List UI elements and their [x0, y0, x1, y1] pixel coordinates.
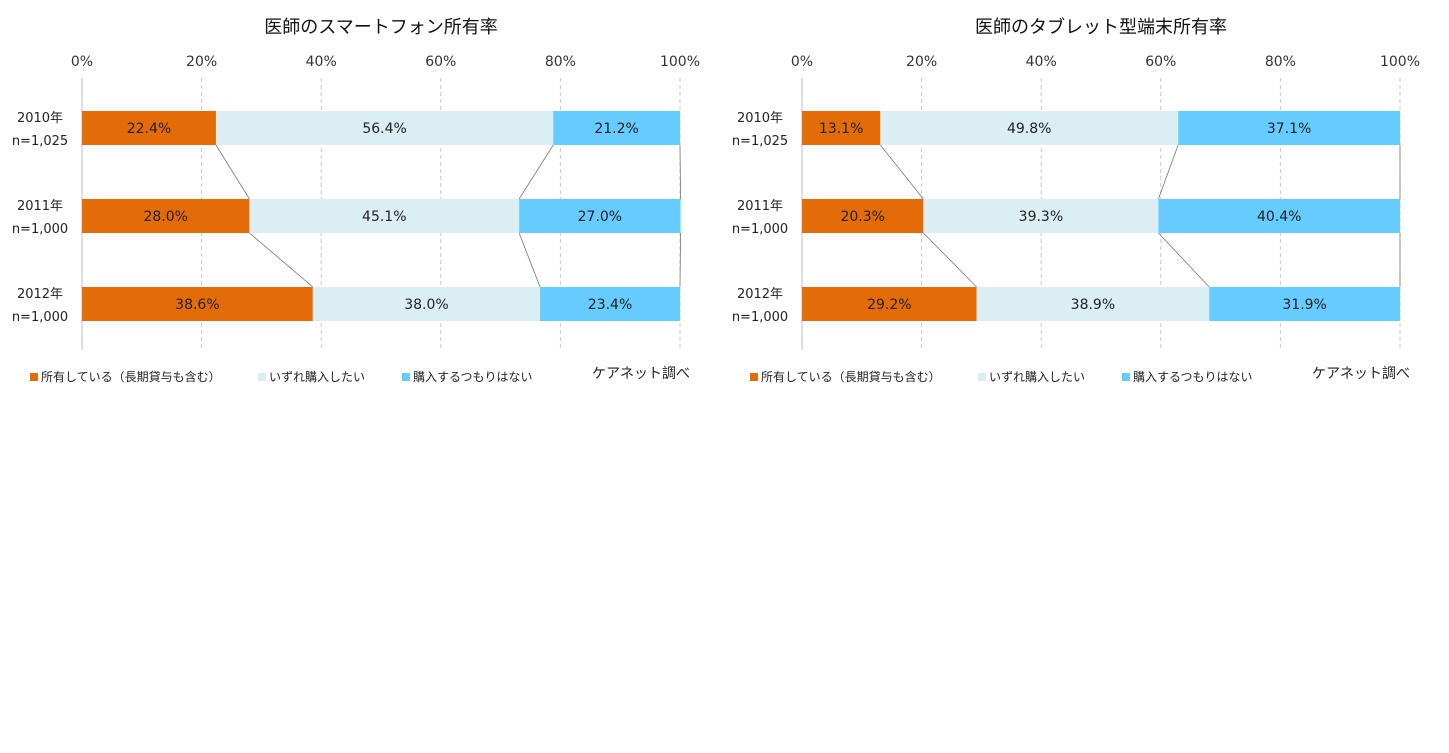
series-connector-line [1158, 232, 1210, 288]
x-tick-label: 60% [425, 54, 456, 70]
data-label: 37.1% [1267, 121, 1311, 137]
x-tick-label: 100% [1380, 54, 1420, 70]
x-tick-label: 80% [1265, 54, 1296, 70]
series-connector-line [1158, 144, 1179, 200]
series-connector-line [679, 232, 681, 288]
x-tick-label: 0% [71, 54, 93, 70]
category-n-label: n=1,000 [12, 310, 68, 325]
chart-title: 医師のタブレット型端末所有率 [975, 16, 1227, 38]
x-tick-label: 20% [186, 54, 217, 70]
series-connector-line [249, 232, 314, 288]
bar-segment [519, 199, 681, 233]
category-year-label: 2012年 [737, 287, 783, 302]
bar-segment [880, 111, 1179, 145]
bar-segment [553, 111, 680, 145]
legend-label: 所有している（長期貸与も含む） [41, 369, 221, 384]
bar-segment [312, 287, 541, 321]
x-tick-label: 40% [1026, 54, 1057, 70]
bar-segment [976, 287, 1210, 321]
legend-swatch [402, 373, 410, 381]
legend-swatch [750, 373, 758, 381]
source-note: ケアネット調べ [592, 366, 690, 382]
x-tick-label: 80% [545, 54, 576, 70]
legend-swatch [30, 373, 38, 381]
bar-segment [802, 199, 924, 233]
bar-segment [249, 199, 520, 233]
category-n-label: n=1,000 [732, 222, 788, 237]
data-label: 38.0% [404, 297, 448, 313]
series-connector-line [518, 232, 541, 288]
x-tick-label: 100% [660, 54, 700, 70]
data-label: 23.4% [588, 297, 632, 313]
category-year-label: 2010年 [737, 111, 783, 126]
legend-swatch [258, 373, 266, 381]
bar-segment [802, 287, 977, 321]
bar-segment [1158, 199, 1400, 233]
data-label: 31.9% [1282, 297, 1326, 313]
data-label: 20.3% [840, 209, 884, 225]
bar-segment [923, 199, 1159, 233]
legend-label: 所有している（長期貸与も含む） [761, 369, 941, 384]
legend-swatch [1122, 373, 1130, 381]
legend-label: 購入するつもりはない [413, 370, 533, 384]
legend-label: いずれ購入したい [989, 370, 1085, 384]
series-connector-line [215, 144, 250, 200]
category-n-label: n=1,000 [12, 222, 68, 237]
bar-segment [802, 111, 881, 145]
category-year-label: 2010年 [17, 111, 63, 126]
data-label: 38.6% [175, 297, 219, 313]
category-year-label: 2012年 [17, 287, 63, 302]
legend-label: いずれ購入したい [269, 370, 365, 384]
series-connector-line [923, 232, 977, 288]
data-label: 38.9% [1071, 297, 1115, 313]
category-year-label: 2011年 [737, 199, 783, 214]
data-label: 27.0% [578, 209, 622, 225]
data-label: 45.1% [362, 209, 406, 225]
bar-segment [82, 199, 250, 233]
bar-segment [1209, 287, 1400, 321]
series-connector-line [679, 144, 681, 200]
x-tick-label: 20% [906, 54, 937, 70]
category-year-label: 2011年 [17, 199, 63, 214]
data-label: 56.4% [362, 121, 406, 137]
data-label: 22.4% [127, 121, 171, 137]
x-tick-label: 40% [306, 54, 337, 70]
data-label: 29.2% [867, 297, 911, 313]
data-label: 13.1% [819, 121, 863, 137]
legend-label: 購入するつもりはない [1133, 370, 1253, 384]
category-n-label: n=1,025 [12, 134, 68, 149]
series-connector-line [518, 144, 554, 200]
data-label: 21.2% [594, 121, 638, 137]
tablet-ownership-chart: 医師のタブレット型端末所有率 0% 20% 40% 60% 80% 100% 2010年 n=1… [732, 16, 1420, 384]
data-label: 49.8% [1007, 121, 1051, 137]
bar-segment [540, 287, 680, 321]
chart-title: 医師のスマートフォン所有率 [264, 17, 497, 38]
category-n-label: n=1,000 [732, 310, 788, 325]
bar-segment [82, 287, 313, 321]
source-note: ケアネット調べ [1312, 366, 1410, 382]
data-label: 40.4% [1257, 209, 1301, 225]
series-connector-line [880, 144, 924, 200]
smartphone-ownership-chart: 医師のスマートフォン所有率 0% 20% 40% 60% 80% 100% 2010年 n=1,… [12, 17, 700, 384]
x-tick-label: 0% [791, 54, 813, 70]
x-tick-label: 60% [1145, 54, 1176, 70]
bar-segment [215, 111, 554, 145]
bar-segment [82, 111, 216, 145]
data-label: 28.0% [143, 209, 187, 225]
legend-swatch [978, 373, 986, 381]
data-label: 39.3% [1019, 209, 1063, 225]
category-n-label: n=1,025 [732, 134, 788, 149]
bar-segment [1178, 111, 1400, 145]
